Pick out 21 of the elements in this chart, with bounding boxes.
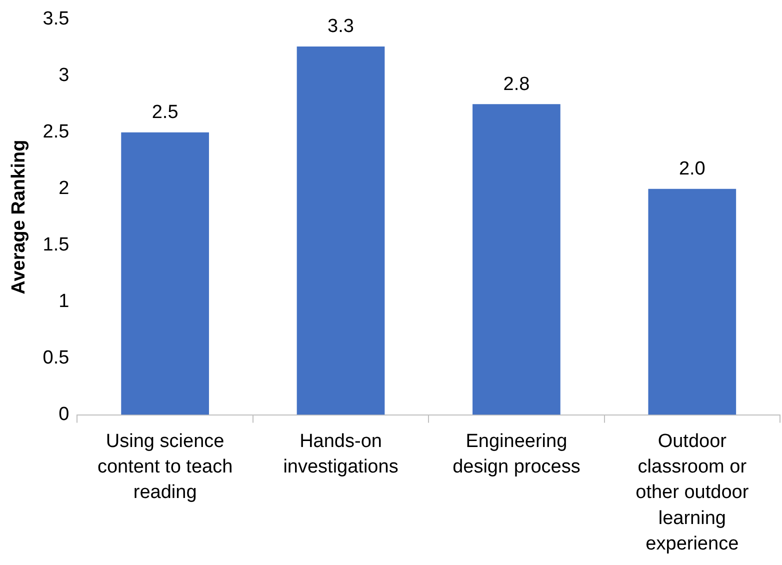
x-tick-label: Using science content to teach reading [97,430,233,504]
x-tick-label: Hands-on investigations [283,430,398,478]
y-tick-label: 1.5 [42,234,70,256]
data-label: 3.3 [328,16,354,38]
x-tick-label: Outdoor classroom or other outdoor learning experience [636,430,750,554]
data-label: 2.5 [152,102,178,124]
y-tick-label: 3 [58,65,70,86]
bar [472,104,560,415]
data-label: 2.8 [503,74,530,95]
bar [121,132,209,415]
y-axis-title: Average Ranking [8,140,30,294]
y-tick-label: 1 [58,291,70,312]
y-tick-label: 0 [58,404,70,425]
x-tick-label: Engineering design process [452,430,580,478]
y-tick-label: 0.5 [42,348,70,369]
y-tick-label: 2.5 [42,122,70,143]
bar [648,188,736,415]
y-tick-label: 2 [58,178,70,200]
y-tick-label: 3.5 [42,8,70,30]
bar [296,46,385,415]
data-label: 2.0 [678,158,706,180]
